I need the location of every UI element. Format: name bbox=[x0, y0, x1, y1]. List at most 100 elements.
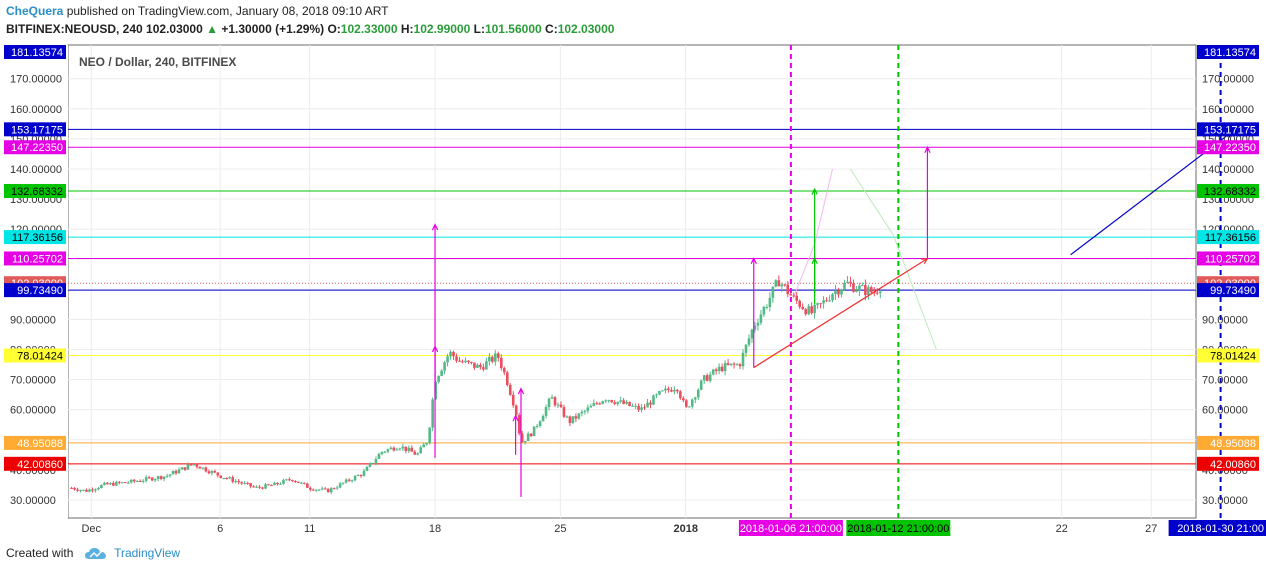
candle-body bbox=[685, 400, 688, 407]
level-label-left-box bbox=[4, 348, 66, 363]
level-label-left: 78.01424 bbox=[17, 350, 63, 362]
candle-body bbox=[198, 466, 202, 469]
y-tick-label-left: 140.00000 bbox=[10, 164, 62, 176]
x-tick-label: 25 bbox=[554, 523, 566, 535]
candle-body bbox=[91, 489, 94, 491]
candle-body bbox=[589, 405, 593, 408]
candle-body bbox=[461, 361, 464, 363]
candle-body bbox=[878, 291, 882, 294]
candle-body bbox=[449, 351, 452, 357]
candle-body bbox=[395, 449, 399, 451]
date-label-box bbox=[846, 520, 951, 536]
price-change: +1.30000 (+1.29%) bbox=[221, 22, 325, 36]
candle-body bbox=[338, 483, 342, 488]
candle-body bbox=[741, 352, 745, 367]
candle-body bbox=[756, 322, 760, 326]
candle-body bbox=[356, 475, 360, 477]
level-label-right-box bbox=[1197, 435, 1259, 450]
candle-body bbox=[476, 364, 479, 368]
candle-body bbox=[610, 400, 614, 403]
candle-body bbox=[371, 462, 375, 464]
candle-body bbox=[858, 285, 861, 291]
candle-body bbox=[398, 448, 402, 450]
candle-body bbox=[216, 472, 220, 476]
candle-body bbox=[494, 353, 497, 362]
candle-body bbox=[386, 449, 390, 452]
arrow-head bbox=[517, 387, 525, 395]
candle-body bbox=[279, 483, 282, 485]
author-link[interactable]: CheQuera bbox=[6, 4, 64, 18]
level-label-left: 132.68332 bbox=[11, 186, 63, 198]
candle-body bbox=[571, 416, 575, 424]
candle-body bbox=[789, 294, 793, 296]
tradingview-link[interactable]: TradingView bbox=[114, 546, 181, 560]
level-label-left: 181.13574 bbox=[11, 47, 63, 59]
candle-body bbox=[141, 480, 145, 482]
candle-body bbox=[586, 407, 590, 411]
level-label-right-box bbox=[1197, 251, 1259, 266]
candle-body bbox=[807, 306, 810, 315]
candle-body bbox=[798, 300, 802, 307]
arrow-head bbox=[811, 256, 818, 264]
candle-body bbox=[690, 399, 694, 407]
candle-body bbox=[85, 489, 88, 492]
candle-body bbox=[840, 289, 843, 295]
level-label-right: 42.00860 bbox=[1210, 459, 1256, 471]
candle-body bbox=[377, 453, 381, 459]
candle-body bbox=[267, 484, 270, 486]
candle-body bbox=[699, 380, 703, 390]
candle-body bbox=[165, 475, 169, 477]
candle-body bbox=[849, 281, 852, 284]
candle-body bbox=[523, 440, 527, 443]
level-label-right: 99.73490 bbox=[1210, 285, 1256, 297]
last-price: 102.03000 bbox=[146, 22, 203, 36]
up-triangle-icon: ▲ bbox=[206, 22, 219, 36]
candle-body bbox=[309, 487, 312, 490]
arrow-head bbox=[924, 145, 931, 153]
candle-body bbox=[389, 447, 393, 450]
arrow-line bbox=[753, 258, 928, 369]
candle-body bbox=[485, 361, 488, 370]
candle-body bbox=[353, 475, 357, 481]
level-label-left: 42.00860 bbox=[17, 459, 63, 471]
price-chart[interactable]: 30.0000030.0000040.0000040.0000050.00000… bbox=[0, 40, 1266, 536]
candle-body bbox=[288, 479, 291, 481]
level-label-right: 132.68332 bbox=[1204, 186, 1256, 198]
candle-body bbox=[425, 442, 428, 445]
candle-body bbox=[577, 413, 581, 419]
candle-body bbox=[780, 284, 784, 287]
low-value: 101.56000 bbox=[484, 22, 542, 36]
candle-body bbox=[323, 488, 327, 490]
candle-body bbox=[428, 427, 431, 443]
candle-body bbox=[696, 389, 700, 398]
level-label-left-box bbox=[4, 230, 66, 245]
y-tick-label-left: 30.00000 bbox=[10, 495, 56, 507]
low-label: L: bbox=[473, 22, 485, 36]
arrow-head bbox=[750, 256, 757, 264]
candle-body bbox=[473, 362, 476, 368]
candle-body bbox=[419, 447, 423, 454]
candle-body bbox=[452, 351, 455, 357]
level-label-right: 117.36156 bbox=[1205, 232, 1256, 244]
candle-body bbox=[383, 451, 387, 453]
candle-body bbox=[422, 444, 426, 448]
candle-body bbox=[640, 407, 643, 410]
candle-body bbox=[520, 433, 524, 443]
y-tick-label-right: 30.00000 bbox=[1202, 495, 1248, 507]
created-with-label: Created with bbox=[6, 546, 74, 560]
level-label-right: 78.01424 bbox=[1210, 350, 1256, 362]
candle-body bbox=[347, 479, 351, 481]
candle-body bbox=[762, 306, 766, 315]
candle-body bbox=[329, 488, 333, 493]
candle-body bbox=[344, 479, 348, 483]
candle-body bbox=[795, 295, 799, 301]
candle-body bbox=[121, 482, 124, 484]
candle-body bbox=[550, 397, 554, 399]
candle-body bbox=[670, 390, 673, 392]
candle-body bbox=[174, 471, 178, 474]
candle-body bbox=[864, 285, 867, 296]
candle-body bbox=[222, 477, 226, 479]
candle-body bbox=[828, 300, 831, 302]
candle-body bbox=[559, 404, 563, 408]
candle-body bbox=[413, 451, 417, 455]
